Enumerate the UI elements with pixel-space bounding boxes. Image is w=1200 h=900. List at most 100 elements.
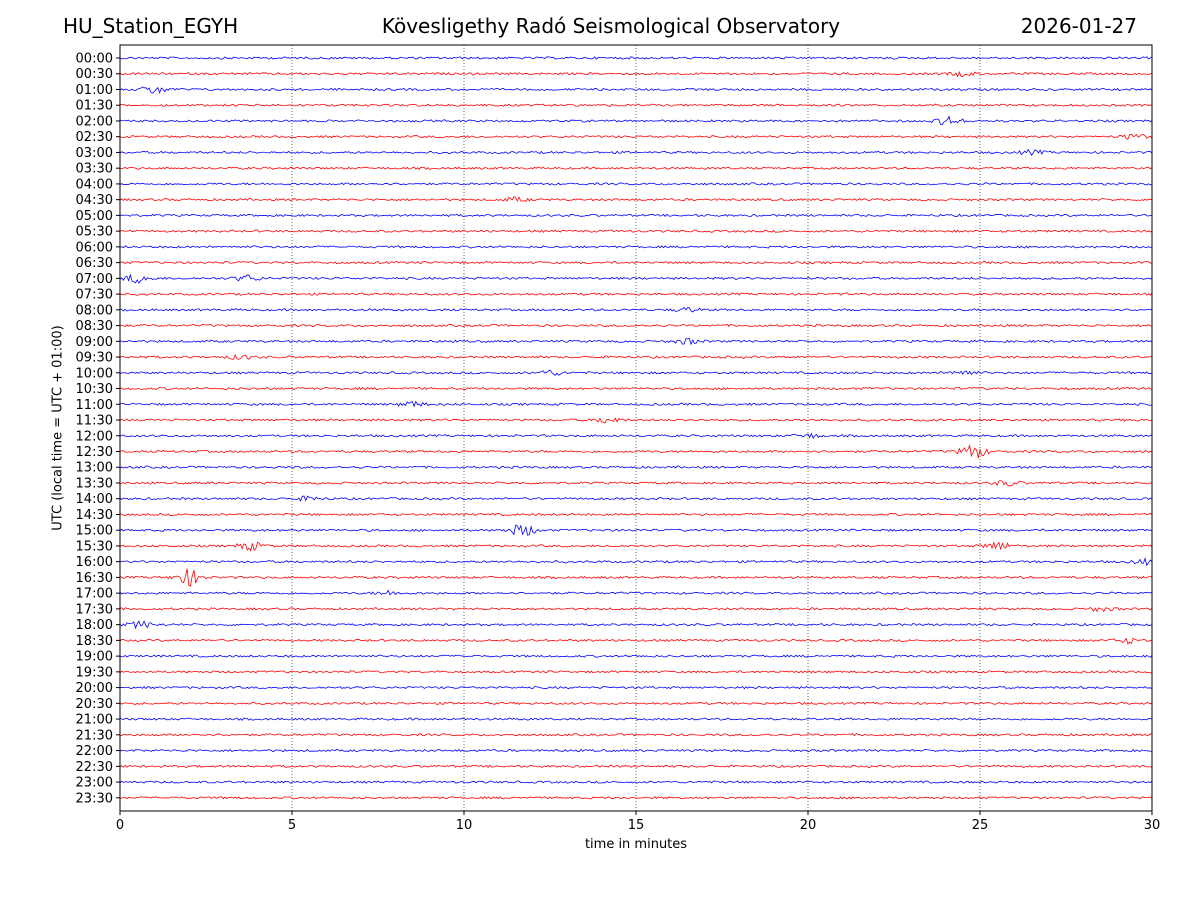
row-label: 03:30 bbox=[76, 162, 113, 177]
trace-row-1300 bbox=[119, 465, 1153, 469]
trace-row-2130 bbox=[119, 733, 1153, 737]
trace-row-1130 bbox=[119, 417, 1153, 424]
row-label: 20:00 bbox=[76, 681, 113, 696]
x-tick-labels: 0 5 10 15 20 25 30 bbox=[116, 811, 1160, 833]
trace-row-1400 bbox=[119, 495, 1153, 502]
trace-row-0800 bbox=[119, 306, 1153, 313]
row-label: 00:00 bbox=[76, 52, 113, 67]
trace-row-1900 bbox=[119, 654, 1153, 658]
trace-row-0830 bbox=[119, 323, 1153, 328]
row-label: 22:00 bbox=[76, 744, 113, 759]
row-label: 09:00 bbox=[76, 335, 113, 350]
trace-row-1830 bbox=[119, 637, 1153, 645]
trace-row-0330 bbox=[119, 166, 1153, 170]
trace-row-0430 bbox=[119, 196, 1153, 202]
trace-row-2100 bbox=[119, 717, 1153, 721]
row-label: 01:30 bbox=[76, 99, 113, 114]
trace-row-1200 bbox=[119, 432, 1153, 439]
row-label: 02:00 bbox=[76, 114, 113, 129]
trace-row-0000 bbox=[119, 56, 1153, 60]
trace-row-1330 bbox=[119, 480, 1153, 487]
row-label: 21:00 bbox=[76, 713, 113, 728]
trace-row-2330 bbox=[119, 796, 1153, 800]
row-label: 05:30 bbox=[76, 225, 113, 240]
row-label: 11:30 bbox=[76, 414, 113, 429]
row-label: 02:30 bbox=[76, 130, 113, 145]
station-name: HU_Station_EGYH bbox=[63, 14, 239, 38]
trace-row-1730 bbox=[119, 607, 1153, 613]
trace-row-2200 bbox=[119, 748, 1153, 753]
trace-row-1930 bbox=[119, 670, 1153, 674]
row-label: 06:00 bbox=[76, 240, 113, 255]
x-tick-label: 25 bbox=[972, 818, 989, 833]
row-label: 10:00 bbox=[76, 366, 113, 381]
trace-row-1430 bbox=[119, 512, 1153, 517]
row-label: 15:00 bbox=[76, 524, 113, 539]
grid-lines bbox=[291, 45, 981, 811]
trace-row-1800 bbox=[119, 620, 1153, 630]
row-label: 00:30 bbox=[76, 67, 113, 82]
trace-row-0300 bbox=[119, 148, 1153, 156]
trace-group bbox=[119, 56, 1153, 800]
trace-row-1100 bbox=[119, 400, 1153, 408]
row-label: 14:30 bbox=[76, 508, 113, 523]
x-tick-label: 20 bbox=[800, 818, 817, 833]
row-label: 12:30 bbox=[76, 445, 113, 460]
x-tick-label: 0 bbox=[116, 818, 124, 833]
row-label: 18:00 bbox=[76, 618, 113, 633]
chart-title: Kövesligethy Radó Seismological Observat… bbox=[381, 14, 841, 38]
trace-row-0130 bbox=[119, 103, 1153, 107]
row-label: 16:00 bbox=[76, 555, 113, 570]
trace-row-1600 bbox=[119, 557, 1153, 567]
y-tick-labels: 00:0000:3001:0001:3002:0002:3003:0003:30… bbox=[76, 52, 120, 806]
row-label: 09:30 bbox=[76, 351, 113, 366]
trace-row-0200 bbox=[119, 115, 1153, 126]
row-label: 12:00 bbox=[76, 429, 113, 444]
trace-row-0230 bbox=[119, 133, 1153, 140]
row-label: 10:30 bbox=[76, 382, 113, 397]
trace-row-1030 bbox=[119, 386, 1153, 391]
row-label: 13:30 bbox=[76, 476, 113, 491]
row-label: 15:30 bbox=[76, 539, 113, 554]
row-label: 21:30 bbox=[76, 728, 113, 743]
trace-row-2000 bbox=[119, 685, 1153, 690]
trace-row-0930 bbox=[119, 353, 1153, 360]
y-axis-label: UTC (local time = UTC + 01:00) bbox=[50, 325, 66, 531]
row-label: 01:00 bbox=[76, 83, 113, 98]
row-label: 22:30 bbox=[76, 760, 113, 775]
row-label: 08:00 bbox=[76, 303, 113, 318]
row-label: 20:30 bbox=[76, 697, 113, 712]
trace-row-2030 bbox=[119, 701, 1153, 706]
trace-row-0530 bbox=[119, 229, 1153, 233]
trace-row-0730 bbox=[119, 292, 1153, 296]
row-label: 05:00 bbox=[76, 209, 113, 224]
trace-row-0900 bbox=[119, 337, 1153, 346]
row-label: 03:00 bbox=[76, 146, 113, 161]
row-label: 08:30 bbox=[76, 319, 113, 334]
trace-row-0100 bbox=[119, 86, 1153, 95]
trace-row-2230 bbox=[119, 764, 1153, 768]
row-label: 17:00 bbox=[76, 587, 113, 602]
x-axis-label: time in minutes bbox=[584, 837, 688, 852]
chart-date: 2026-01-27 bbox=[1020, 14, 1137, 38]
trace-row-1530 bbox=[119, 541, 1153, 552]
trace-row-1230 bbox=[119, 444, 1153, 458]
row-label: 23:30 bbox=[76, 791, 113, 806]
row-label: 06:30 bbox=[76, 256, 113, 271]
row-label: 11:00 bbox=[76, 398, 113, 413]
row-label: 17:30 bbox=[76, 602, 113, 617]
row-label: 14:00 bbox=[76, 492, 113, 507]
trace-row-2300 bbox=[119, 780, 1153, 784]
x-tick-label: 10 bbox=[456, 818, 473, 833]
row-label: 18:30 bbox=[76, 634, 113, 649]
trace-row-1700 bbox=[119, 589, 1153, 596]
x-tick-label: 5 bbox=[288, 818, 296, 833]
row-label: 19:30 bbox=[76, 665, 113, 680]
trace-row-0400 bbox=[119, 182, 1153, 186]
trace-row-1000 bbox=[119, 369, 1153, 376]
row-label: 04:30 bbox=[76, 193, 113, 208]
row-label: 23:00 bbox=[76, 776, 113, 791]
row-label: 19:00 bbox=[76, 650, 113, 665]
row-label: 16:30 bbox=[76, 571, 113, 586]
